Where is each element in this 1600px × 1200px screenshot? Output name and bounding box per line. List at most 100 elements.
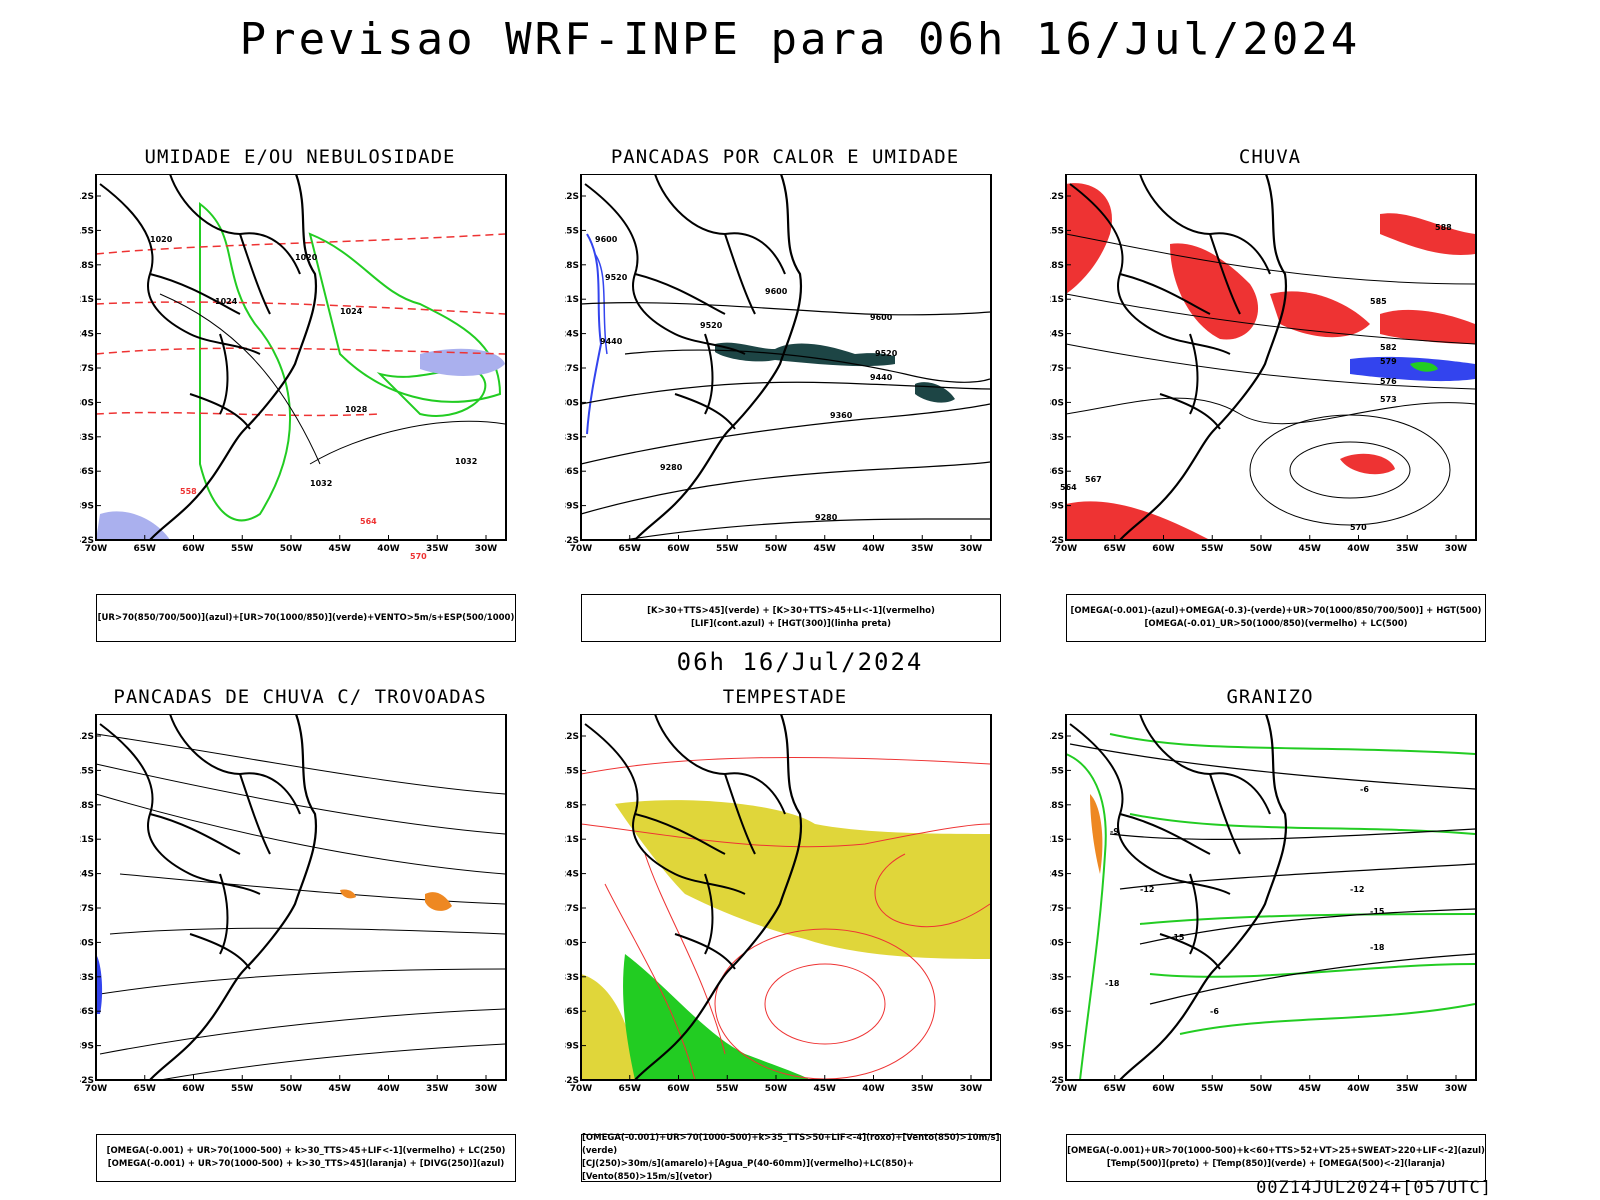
map-pancadas-trovoadas: 12S 15S 18S 21S 24S 27S 30S 33S 36S 39S 42S70W 65W 6…	[80, 714, 507, 1094]
lon-tick-label: 70W	[570, 1084, 593, 1094]
lat-tick-label: 30S	[1050, 398, 1064, 408]
green-temp-contour	[1129, 813, 1476, 835]
contour-label: 1020	[150, 235, 173, 244]
contour-label: 579	[1380, 357, 1397, 366]
streamline	[1065, 293, 1476, 345]
lat-tick-label: 42S	[80, 1076, 94, 1086]
lat-tick-label: 27S	[80, 904, 94, 914]
contour-label: -15	[1170, 933, 1185, 942]
lat-tick-label: 27S	[1050, 904, 1064, 914]
lon-tick-label: 35W	[911, 544, 934, 554]
state-border	[149, 273, 241, 315]
lat-tick-label: 21S	[565, 295, 579, 305]
map-pancadas-calor: 9600 9600 9520 9520 9440 9440 9360 9280 …	[565, 174, 992, 554]
black-temp-contour	[1139, 908, 1476, 945]
lon-tick-label: 60W	[1152, 544, 1175, 554]
contour-label: 576	[1380, 377, 1397, 386]
lat-tick-label: 39S	[565, 1042, 579, 1052]
streamline	[1065, 343, 1476, 390]
map-chuva: 588 585 582 579 576 573 570 567 564 12S 1…	[1050, 174, 1477, 554]
lavender-humidity-area	[420, 348, 505, 376]
lat-tick-label: 21S	[1050, 835, 1064, 845]
lat-tick-label: 12S	[1050, 732, 1064, 742]
lon-tick-label: 40W	[1347, 1084, 1370, 1094]
contour-label: 9280	[660, 463, 683, 472]
coastline	[1119, 174, 1288, 541]
contour-label: 558	[180, 487, 197, 496]
lon-tick-label: 55W	[231, 544, 254, 554]
lon-tick-label: 40W	[377, 1084, 400, 1094]
red-dashed-contour	[95, 411, 381, 417]
contour-label: 588	[1435, 223, 1452, 232]
map-frame	[95, 174, 507, 541]
state-border	[704, 333, 714, 415]
coastline	[634, 174, 803, 541]
red-dashed-contour	[95, 301, 506, 315]
state-border	[1159, 393, 1221, 430]
lon-tick-label: 50W	[765, 544, 788, 554]
contour-label: 570	[410, 552, 427, 561]
lat-tick-label: 15S	[565, 226, 579, 236]
contour-label: 9600	[870, 313, 893, 322]
lat-tick-label: 24S	[1050, 330, 1064, 340]
lon-tick-label: 45W	[814, 1084, 837, 1094]
legend-line: [OMEGA(-0.001) + UR>70(1000-500) + k>30_…	[107, 1159, 505, 1169]
streamline-gyre	[1289, 441, 1411, 499]
map-umidade: 1020 1020 1024 1024 1028 1032 1032 570 5…	[80, 174, 520, 561]
lat-tick-label: 39S	[565, 502, 579, 512]
green-temp-contour	[1149, 963, 1476, 978]
lon-tick-label: 70W	[1055, 1084, 1078, 1094]
coastline	[149, 714, 318, 1081]
lon-tick-label: 65W	[619, 544, 642, 554]
page-title: Previsao WRF-INPE para 06h 16/Jul/2024	[239, 14, 1361, 65]
green-temp-contour	[1179, 1003, 1476, 1035]
legend-box: [UR>70(850/700/500)](azul)+[UR>70(1000/8…	[96, 594, 516, 642]
lat-tick-label: 33S	[565, 433, 579, 443]
contour-label: 564	[1060, 483, 1077, 492]
red-streamline	[604, 883, 696, 1081]
contour-label: 9520	[605, 273, 628, 282]
contour-label: 1024	[215, 297, 238, 306]
lon-tick-label: 30W	[960, 1084, 983, 1094]
contour-label: 9280	[815, 513, 838, 522]
lon-tick-label: 30W	[475, 544, 498, 554]
lat-tick-label: 39S	[1050, 1042, 1064, 1052]
state-border	[634, 813, 726, 855]
contour-label: -9	[1110, 827, 1119, 836]
lat-tick-label: 42S	[565, 1076, 579, 1086]
lat-tick-label: 24S	[80, 330, 94, 340]
lon-tick-label: 55W	[716, 1084, 739, 1094]
red-streamline	[644, 853, 726, 1055]
map-frame	[1065, 174, 1477, 541]
lon-tick-label: 45W	[1299, 544, 1322, 554]
red-streamline	[874, 853, 991, 928]
state-border	[1159, 933, 1221, 970]
state-border	[99, 183, 261, 355]
map-granizo: -6 -6 -9 -12 -12 -15 -15 -18 -18 12S 15S 1…	[1050, 714, 1477, 1094]
lon-tick-label: 60W	[667, 544, 690, 554]
lat-tick-label: 36S	[1050, 1007, 1064, 1017]
lon-tick-label: 45W	[814, 544, 837, 554]
lon-tick-label: 55W	[1201, 1084, 1224, 1094]
lon-tick-label: 35W	[426, 1084, 449, 1094]
state-border	[1119, 273, 1211, 315]
lat-tick-label: 27S	[565, 904, 579, 914]
legend-line: [OMEGA(-0.001)+UR>70(1000-500)+k<60+TTS>…	[1067, 1146, 1485, 1156]
hgt-contour	[624, 518, 990, 541]
contour-label: -12	[1140, 885, 1154, 894]
contour-label: -12	[1350, 885, 1364, 894]
lat-tick-label: 36S	[80, 1007, 94, 1017]
streamline	[109, 927, 506, 935]
state-border	[219, 873, 229, 955]
lat-tick-label: 33S	[1050, 973, 1064, 983]
lat-tick-label: 18S	[1050, 801, 1064, 811]
state-border	[1209, 233, 1241, 315]
coastline	[1119, 714, 1288, 1081]
contour-label: 573	[1380, 395, 1397, 404]
map-frame	[1065, 714, 1477, 1081]
lon-tick-label: 40W	[862, 1084, 885, 1094]
coastline	[634, 714, 803, 1081]
lat-tick-label: 42S	[565, 536, 579, 546]
state-border	[584, 723, 746, 895]
panel-pancadas-calor: PANCADAS POR CALOR E UMIDADE 9600 9600 9…	[565, 146, 1005, 642]
